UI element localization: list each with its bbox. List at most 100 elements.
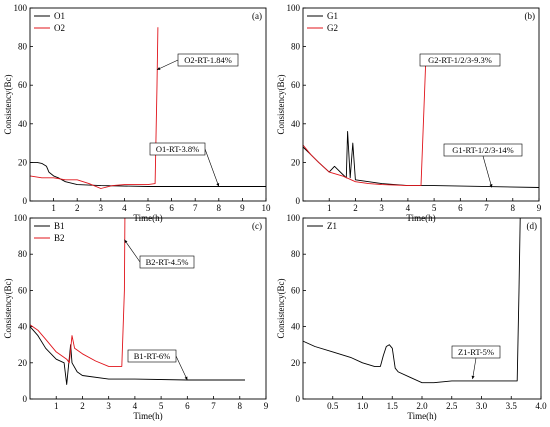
annotation-box — [139, 255, 195, 269]
series-line-o1 — [30, 161, 266, 187]
annotation-arrow-line — [472, 357, 477, 380]
x-tick-label: 8 — [511, 203, 516, 213]
y-tick-label: 60 — [18, 80, 28, 90]
y-tick-label: 80 — [18, 42, 28, 52]
annotation-1: Z1-RT-5% — [451, 345, 501, 380]
x-tick-label: 10 — [262, 203, 272, 213]
chart-panel-3: 0 20 40 60 80 100 1 2 3 4 5 6 7 8 9 Time(h) Consistency(… — [3, 213, 269, 421]
x-axis-label: Time(h) — [133, 411, 162, 421]
y-axis-label: Consistency(Bc) — [276, 279, 286, 339]
x-tick-label: 4 — [406, 203, 411, 213]
y-tick-label: 100 — [14, 213, 28, 223]
annotation-arrow-head — [156, 67, 161, 70]
x-tick-label: 7 — [193, 203, 198, 213]
annotation-arrow-line — [156, 59, 179, 71]
annotation-text: O2-RT-1.84% — [184, 55, 232, 65]
annotation-1: B2-RT-4.5% — [124, 239, 195, 269]
x-tick-label: 4 — [133, 401, 138, 411]
x-tick-label: 6 — [169, 203, 174, 213]
x-tick-label: 2.5 — [446, 401, 458, 411]
y-tick-label: 0 — [296, 196, 301, 206]
annotation-arrow-line — [204, 148, 220, 187]
x-tick-label: 9 — [264, 401, 269, 411]
x-axis-label: Time(h) — [407, 411, 436, 421]
y-axis-label: Consistency(Bc) — [276, 75, 286, 135]
series-line-b2 — [29, 217, 126, 367]
y-tick-label: 40 — [291, 119, 301, 129]
panel-label: (c) — [252, 221, 262, 231]
x-tick-label: 5 — [146, 203, 151, 213]
annotation-1: O2-RT-1.84% — [156, 53, 239, 71]
x-tick-label: 3 — [99, 203, 104, 213]
plot-frame — [302, 217, 542, 400]
annotation-text: B2-RT-4.5% — [146, 257, 189, 267]
panel-label: (d) — [527, 221, 538, 231]
plot-frame — [29, 7, 267, 202]
y-tick-label: 80 — [291, 249, 301, 259]
chart-panel-4: 0 20 40 60 80 100 0.5 1.0 1.5 2.0 2.5 3.0 3.5 4.0 Time… — [276, 213, 547, 421]
x-tick-label: 3 — [379, 203, 384, 213]
annotation-2: G1-RT-1/2/3-14% — [443, 143, 523, 188]
x-tick-label: 4.0 — [535, 401, 547, 411]
x-tick-label: 1 — [51, 203, 56, 213]
plot-frame — [29, 217, 267, 400]
annotation-2: O1-RT-3.8% — [149, 142, 220, 187]
y-tick-label: 0 — [23, 196, 28, 206]
y-tick-label: 20 — [18, 358, 28, 368]
x-tick-label: 7 — [484, 203, 489, 213]
y-axis-label: Consistency(Bc) — [3, 279, 13, 339]
annotation-text: G1-RT-1/2/3-14% — [452, 145, 514, 155]
annotation-arrow-line — [175, 355, 188, 381]
y-tick-label: 60 — [18, 285, 28, 295]
legend: Z1 — [307, 221, 337, 231]
legend-label-b1: B1 — [54, 221, 65, 231]
y-tick-label: 80 — [291, 42, 301, 52]
x-tick-label: 8 — [217, 203, 222, 213]
y-tick-label: 100 — [287, 3, 301, 13]
legend-label-g2: G2 — [327, 23, 338, 33]
y-tick-label: 60 — [291, 80, 301, 90]
x-tick-label: 2 — [353, 203, 358, 213]
x-tick-label: 0.5 — [327, 401, 339, 411]
y-tick-label: 80 — [18, 249, 28, 259]
x-tick-label: 6 — [458, 203, 463, 213]
series-line-z1 — [302, 217, 521, 384]
annotation-text: G2-RT-1/2/3-9.3% — [428, 55, 492, 65]
annotation-arrow-head — [124, 239, 128, 244]
x-tick-label: 7 — [211, 401, 216, 411]
x-tick-label: 2.0 — [416, 401, 428, 411]
x-tick-label: 2 — [80, 401, 85, 411]
annotation-text: O1-RT-3.8% — [156, 144, 199, 154]
annotation-1: G2-RT-1/2/3-9.3% — [419, 53, 501, 67]
annotation-box — [177, 53, 239, 67]
x-tick-label: 1.5 — [387, 401, 399, 411]
x-tick-label: 9 — [240, 203, 245, 213]
annotation-box — [127, 349, 177, 363]
annotation-arrow-head — [471, 375, 475, 380]
y-tick-label: 0 — [23, 394, 28, 404]
y-tick-label: 40 — [18, 119, 28, 129]
x-tick-label: 5 — [432, 203, 437, 213]
x-tick-label: 3.0 — [476, 401, 488, 411]
legend-label-z1: Z1 — [327, 221, 337, 231]
x-tick-label: 5 — [159, 401, 164, 411]
y-axis-label: Consistency(Bc) — [3, 75, 13, 135]
annotation-text: Z1-RT-5% — [458, 347, 494, 357]
x-tick-label: 4 — [122, 203, 127, 213]
x-tick-label: 1 — [327, 203, 332, 213]
annotation-box — [451, 345, 501, 359]
y-tick-label: 100 — [287, 213, 301, 223]
y-tick-label: 20 — [18, 157, 28, 167]
annotation-arrow-head — [489, 184, 493, 188]
x-tick-label: 3 — [106, 401, 111, 411]
y-tick-label: 20 — [291, 358, 301, 368]
y-tick-label: 40 — [291, 322, 301, 332]
y-tick-label: 100 — [14, 3, 28, 13]
annotation-box — [419, 53, 501, 67]
panel-label: (a) — [252, 11, 262, 21]
